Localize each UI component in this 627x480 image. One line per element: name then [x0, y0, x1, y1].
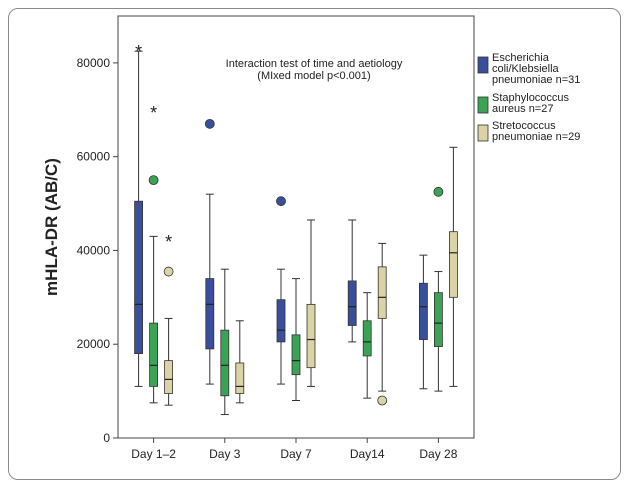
legend-label: pneumoniae n=29: [492, 131, 580, 143]
box: [149, 322, 159, 387]
box: [220, 329, 230, 397]
x-tick-label: Day 7: [280, 447, 312, 461]
figure-frame: 0 20000 40000 60000 80000 mHLA-DR (AB/C) Day 1…: [8, 8, 621, 480]
legend-label: Staphylococcus: [492, 92, 570, 104]
y-tick-label: 80000: [77, 56, 111, 70]
chart-title: Interaction test of time and aetiology: [226, 58, 403, 70]
legend-label: Stretococcus: [492, 120, 556, 132]
extreme-point: *: [135, 42, 142, 62]
box: [134, 200, 143, 354]
legend-label: pneumoniae n=31: [492, 74, 580, 86]
box: [235, 362, 245, 394]
box: [164, 360, 174, 394]
x-tick-label: Day 1–2: [131, 447, 176, 461]
box: [433, 292, 443, 347]
box: [291, 334, 301, 376]
box: [276, 299, 286, 343]
extreme-point: *: [165, 232, 172, 252]
chart-subtitle: (MIxed model p<0.001): [257, 70, 370, 82]
box: [306, 303, 316, 369]
box: [347, 280, 357, 326]
x-tick-label: Day14: [350, 447, 385, 461]
legend-swatch: [477, 124, 489, 142]
x-tick-label: Day 28: [419, 447, 457, 461]
y-tick-label: 60000: [77, 150, 111, 164]
outlier-point: [148, 175, 159, 186]
outlier-point: [163, 266, 174, 277]
outlier-point: [433, 186, 444, 197]
extreme-point: *: [150, 103, 157, 123]
y-tick-label: 40000: [77, 243, 111, 257]
legend-label: Escherichia: [492, 52, 550, 64]
legend-swatch: [477, 56, 489, 74]
x-tick-label: Day 3: [209, 447, 241, 461]
legend-label: coli/Klebsiella: [492, 63, 560, 75]
y-tick-label: 20000: [77, 337, 111, 351]
outlier-point: [377, 395, 388, 406]
box: [418, 282, 428, 340]
outlier-point: [204, 118, 215, 129]
box: [377, 266, 387, 319]
outlier-point: [276, 196, 286, 207]
box: [362, 320, 372, 357]
boxplot-chart: 0 20000 40000 60000 80000 mHLA-DR (AB/C) Day 1…: [42, 15, 580, 461]
legend-label: aureus n=27: [492, 103, 553, 115]
y-tick-label: 0: [103, 431, 110, 445]
box: [448, 231, 458, 298]
box: [205, 278, 215, 350]
legend-swatch: [477, 96, 489, 114]
y-axis-label: mHLA-DR (AB/C): [42, 158, 61, 296]
